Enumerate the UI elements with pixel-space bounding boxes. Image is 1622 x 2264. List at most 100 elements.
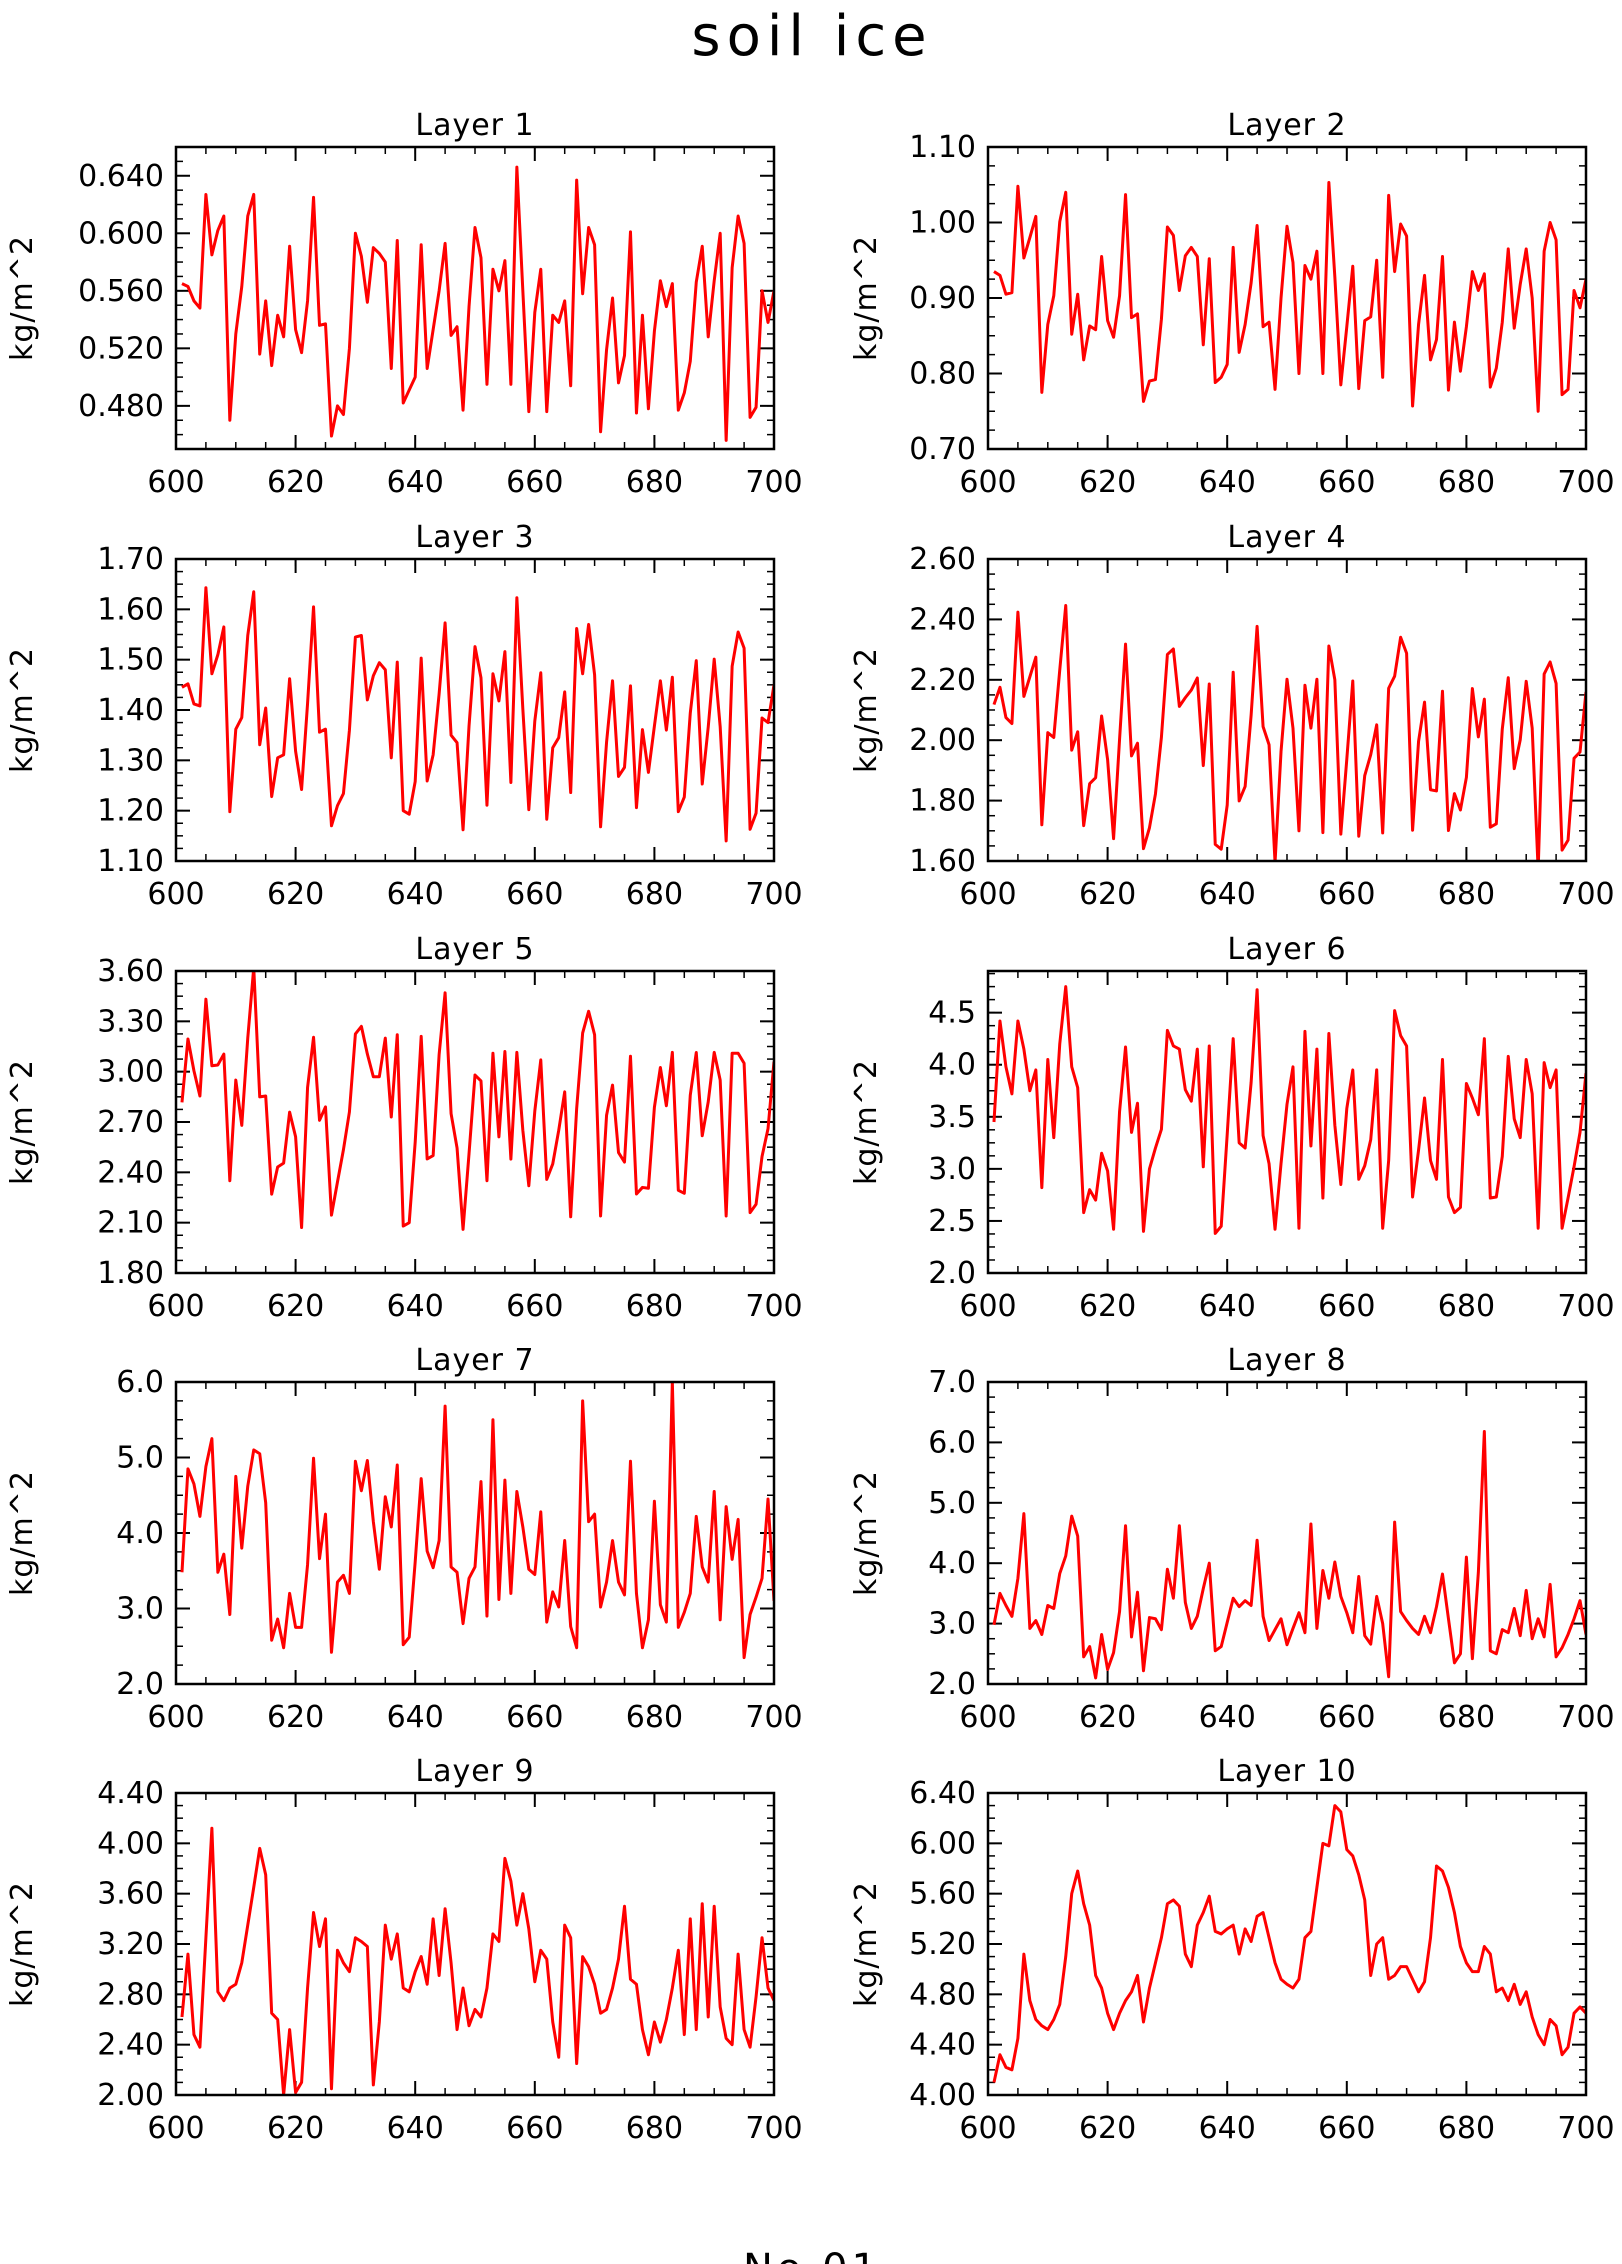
y-tick-label: 1.20 <box>97 794 164 829</box>
y-tick-label: 2.70 <box>97 1105 164 1140</box>
x-tick-label: 700 <box>1557 877 1614 912</box>
x-tick-label: 700 <box>745 1700 802 1735</box>
y-tick-label: 0.80 <box>909 357 976 392</box>
y-tick-label: 5.20 <box>909 1927 976 1962</box>
y-axis-label: kg/m^2 <box>849 1881 884 2007</box>
y-tick-label: 1.70 <box>97 542 164 577</box>
x-tick-label: 620 <box>267 1289 324 1324</box>
y-tick-label: 2.5 <box>928 1204 976 1239</box>
x-tick-label: 700 <box>745 2111 802 2146</box>
x-tick-label: 600 <box>147 1700 204 1735</box>
x-tick-label: 660 <box>506 465 563 500</box>
x-tick-label: 680 <box>626 1289 683 1324</box>
series-line <box>993 180 1586 413</box>
x-tick-label: 660 <box>1318 1700 1375 1735</box>
x-tick-label: 640 <box>387 1289 444 1324</box>
y-axis-label: kg/m^2 <box>5 1881 40 2007</box>
x-tick-label: 640 <box>1199 465 1256 500</box>
x-tick-label: 700 <box>1557 1700 1614 1735</box>
x-tick-label: 600 <box>959 465 1016 500</box>
x-tick-label: 640 <box>1199 877 1256 912</box>
plot-frame <box>174 145 776 451</box>
x-tick-label: 680 <box>1438 2111 1495 2146</box>
y-tick-label: 0.70 <box>909 432 976 467</box>
y-tick-label: 1.10 <box>909 130 976 165</box>
x-tick-label: 620 <box>267 465 324 500</box>
y-tick-label: 3.30 <box>97 1004 164 1039</box>
y-tick-label: 6.0 <box>928 1425 976 1460</box>
x-tick-label: 680 <box>626 1700 683 1735</box>
chart-panel-1: Layer 1 kg/m^2 600 620 640 660 680 700 0.480 0.52… <box>5 108 803 500</box>
x-tick-label: 680 <box>626 465 683 500</box>
y-tick-label: 2.0 <box>928 1256 976 1291</box>
panel-title: Layer 8 <box>1227 1343 1346 1378</box>
chart-panel-7: Layer 7 kg/m^2 600 620 640 660 680 700 2.0 3.0 4.0… <box>5 1343 803 1735</box>
panels: Layer 1 kg/m^2 600 620 640 660 680 700 0.480 0.52… <box>5 108 1615 2146</box>
series-line <box>992 985 1586 1235</box>
series-line <box>992 1804 1586 2083</box>
y-tick-label: 1.00 <box>909 206 976 241</box>
plot-frame <box>986 969 1588 1275</box>
x-tick-label: 620 <box>1079 1700 1136 1735</box>
y-tick-label: 0.600 <box>78 216 164 251</box>
y-tick-label: 0.560 <box>78 274 164 309</box>
x-tick-label: 660 <box>1318 877 1375 912</box>
y-tick-label: 0.520 <box>78 331 164 366</box>
y-tick-label: 3.60 <box>97 954 164 989</box>
figure-title: soil ice <box>691 4 932 69</box>
y-tick-label: 1.30 <box>97 743 164 778</box>
y-tick-label: 5.60 <box>909 1877 976 1912</box>
x-tick-label: 600 <box>147 1289 204 1324</box>
x-tick-label: 620 <box>1079 877 1136 912</box>
x-tick-label: 600 <box>959 1700 1016 1735</box>
panel-title: Layer 1 <box>415 108 534 143</box>
y-tick-label: 5.0 <box>116 1441 164 1476</box>
y-tick-label: 0.480 <box>78 389 164 424</box>
panel-title: Layer 5 <box>415 932 534 967</box>
plot-frame <box>986 1380 1588 1686</box>
x-tick-label: 700 <box>1557 1289 1614 1324</box>
y-tick-label: 1.60 <box>909 844 976 879</box>
x-tick-label: 620 <box>1079 1289 1136 1324</box>
x-tick-label: 680 <box>1438 1289 1495 1324</box>
x-tick-label: 600 <box>959 2111 1016 2146</box>
series-line <box>992 604 1586 861</box>
x-tick-label: 680 <box>1438 1700 1495 1735</box>
series-line <box>180 971 774 1231</box>
y-tick-label: 6.00 <box>909 1826 976 1861</box>
x-tick-label: 620 <box>267 2111 324 2146</box>
y-tick-label: 4.00 <box>97 1826 164 1861</box>
y-axis-label: kg/m^2 <box>849 235 884 361</box>
panel-title: Layer 4 <box>1227 520 1346 555</box>
x-tick-label: 660 <box>506 877 563 912</box>
plot-frame <box>174 969 776 1275</box>
panel-title: Layer 2 <box>1227 108 1346 143</box>
plot-frame <box>174 557 776 863</box>
y-axis-label: kg/m^2 <box>5 647 40 773</box>
x-tick-label: 700 <box>745 877 802 912</box>
y-tick-label: 1.50 <box>97 643 164 678</box>
y-tick-label: 4.0 <box>116 1516 164 1551</box>
series-line <box>180 1826 774 2095</box>
x-tick-label: 600 <box>959 877 1016 912</box>
x-tick-label: 620 <box>267 877 324 912</box>
y-tick-label: 3.20 <box>97 1927 164 1962</box>
x-tick-label: 700 <box>745 1289 802 1324</box>
y-tick-label: 4.0 <box>928 1546 976 1581</box>
y-tick-label: 2.20 <box>909 663 976 698</box>
y-tick-label: 6.0 <box>116 1365 164 1400</box>
y-tick-label: 1.40 <box>97 693 164 728</box>
y-axis-label: kg/m^2 <box>849 1470 884 1596</box>
y-tick-label: 5.0 <box>928 1486 976 1521</box>
y-tick-label: 4.40 <box>909 2028 976 2063</box>
chart-panel-6: Layer 6 kg/m^2 600 620 640 660 680 700 2.0 2.5 3.0… <box>849 932 1615 1324</box>
panel-title: Layer 6 <box>1227 932 1346 967</box>
x-tick-label: 620 <box>1079 465 1136 500</box>
figure-footer: No 01 <box>743 2246 881 2264</box>
plot-frame <box>986 1791 1588 2097</box>
y-tick-label: 4.5 <box>928 996 976 1031</box>
chart-panel-5: Layer 5 kg/m^2 600 620 640 660 680 700 1.80 2.10 2… <box>5 932 803 1324</box>
x-tick-label: 660 <box>1318 2111 1375 2146</box>
y-tick-label: 2.40 <box>909 602 976 637</box>
